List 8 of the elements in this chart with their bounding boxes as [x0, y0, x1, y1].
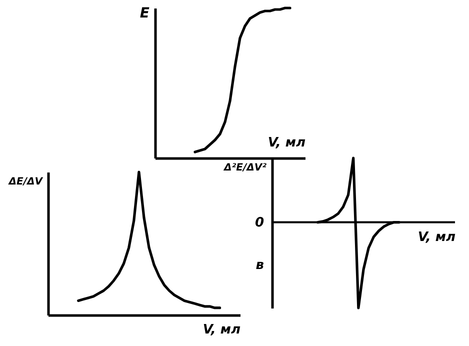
x-axis-title: V, мл — [202, 322, 241, 338]
y-axis-title: ΔE/ΔV — [8, 176, 44, 188]
y-axis-title: E — [140, 6, 150, 22]
text: в — [256, 258, 264, 274]
x-axis-title: V, мл — [268, 136, 306, 150]
y-axis-title: Δ²E/ΔV² — [223, 162, 268, 174]
text: 0 — [254, 215, 264, 230]
x-axis-title: V, мл — [418, 230, 456, 245]
